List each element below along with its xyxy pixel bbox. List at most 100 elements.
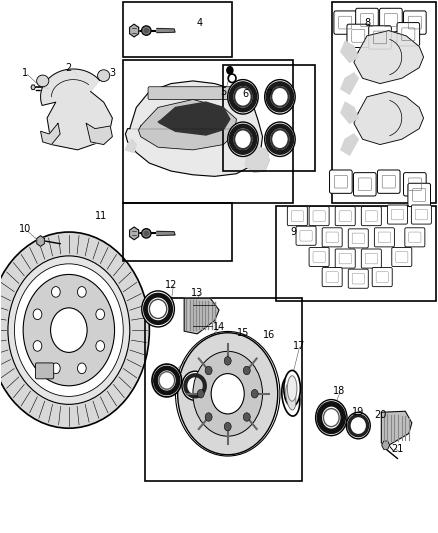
FancyBboxPatch shape	[380, 9, 402, 31]
FancyBboxPatch shape	[356, 9, 378, 31]
Polygon shape	[354, 92, 424, 144]
Circle shape	[178, 333, 278, 455]
Polygon shape	[341, 41, 358, 62]
FancyBboxPatch shape	[35, 363, 54, 379]
Polygon shape	[341, 134, 358, 155]
FancyBboxPatch shape	[309, 247, 329, 266]
FancyBboxPatch shape	[309, 207, 329, 225]
Ellipse shape	[265, 122, 295, 157]
Circle shape	[78, 287, 86, 297]
FancyBboxPatch shape	[405, 228, 425, 247]
FancyBboxPatch shape	[369, 26, 391, 49]
FancyBboxPatch shape	[322, 228, 342, 247]
Polygon shape	[184, 298, 219, 334]
Text: 1: 1	[22, 68, 28, 78]
FancyBboxPatch shape	[374, 228, 394, 247]
Ellipse shape	[284, 370, 300, 407]
Ellipse shape	[282, 377, 300, 416]
Circle shape	[0, 232, 149, 428]
Bar	[123, 3, 232, 57]
Ellipse shape	[286, 383, 296, 410]
Ellipse shape	[287, 376, 297, 401]
Circle shape	[251, 390, 258, 398]
Text: 20: 20	[374, 410, 386, 420]
Text: 11: 11	[95, 211, 108, 221]
Ellipse shape	[37, 75, 49, 87]
FancyBboxPatch shape	[353, 173, 376, 196]
Ellipse shape	[141, 26, 151, 35]
Circle shape	[224, 422, 231, 431]
Circle shape	[33, 309, 42, 320]
FancyBboxPatch shape	[372, 268, 392, 287]
Circle shape	[52, 363, 60, 374]
Ellipse shape	[141, 229, 151, 238]
Text: 7: 7	[266, 89, 272, 99]
Circle shape	[52, 287, 60, 297]
Polygon shape	[382, 441, 390, 449]
FancyBboxPatch shape	[322, 268, 342, 287]
Circle shape	[211, 374, 244, 414]
Circle shape	[243, 366, 250, 375]
Circle shape	[33, 341, 42, 351]
Text: 16: 16	[263, 330, 275, 341]
Text: 5: 5	[220, 86, 226, 96]
Polygon shape	[41, 123, 60, 144]
Polygon shape	[158, 102, 230, 135]
FancyBboxPatch shape	[403, 11, 426, 34]
Text: 21: 21	[391, 445, 404, 455]
Bar	[145, 298, 302, 481]
Circle shape	[96, 309, 105, 320]
FancyBboxPatch shape	[361, 249, 381, 268]
Circle shape	[224, 357, 231, 365]
Ellipse shape	[182, 371, 208, 400]
Polygon shape	[125, 139, 136, 152]
Circle shape	[78, 363, 86, 374]
Polygon shape	[341, 73, 358, 94]
Text: 8: 8	[364, 18, 370, 28]
Polygon shape	[130, 227, 139, 240]
Text: 17: 17	[293, 341, 306, 351]
Circle shape	[227, 67, 233, 74]
Circle shape	[14, 264, 123, 397]
Text: 18: 18	[332, 386, 345, 396]
Ellipse shape	[98, 70, 110, 82]
Polygon shape	[125, 81, 262, 176]
Text: 9: 9	[290, 227, 296, 237]
FancyBboxPatch shape	[392, 247, 412, 266]
Circle shape	[50, 308, 87, 352]
FancyBboxPatch shape	[148, 87, 247, 100]
FancyBboxPatch shape	[348, 229, 368, 248]
Polygon shape	[341, 102, 358, 123]
FancyBboxPatch shape	[378, 170, 400, 193]
FancyBboxPatch shape	[329, 170, 352, 193]
Circle shape	[243, 413, 250, 421]
Text: 10: 10	[19, 224, 32, 235]
Text: 6: 6	[242, 89, 248, 99]
FancyBboxPatch shape	[335, 249, 355, 268]
Bar	[223, 65, 315, 171]
Polygon shape	[245, 147, 269, 172]
Text: 15: 15	[237, 328, 249, 338]
Ellipse shape	[346, 413, 370, 439]
Bar	[123, 203, 232, 261]
FancyBboxPatch shape	[408, 183, 431, 207]
Ellipse shape	[142, 291, 174, 327]
FancyBboxPatch shape	[411, 205, 431, 224]
FancyBboxPatch shape	[348, 269, 368, 288]
Circle shape	[23, 274, 115, 386]
Text: 4: 4	[196, 18, 202, 28]
Ellipse shape	[316, 400, 347, 435]
Polygon shape	[157, 231, 175, 236]
Circle shape	[96, 341, 105, 351]
Ellipse shape	[152, 364, 182, 397]
Text: 3: 3	[110, 68, 116, 78]
FancyBboxPatch shape	[397, 22, 420, 46]
Polygon shape	[157, 28, 175, 33]
FancyBboxPatch shape	[296, 226, 316, 245]
Text: 14: 14	[213, 322, 225, 333]
Text: 19: 19	[352, 407, 364, 417]
FancyBboxPatch shape	[388, 205, 407, 224]
Bar	[123, 60, 293, 203]
Bar	[332, 3, 436, 203]
Text: 2: 2	[66, 63, 72, 72]
